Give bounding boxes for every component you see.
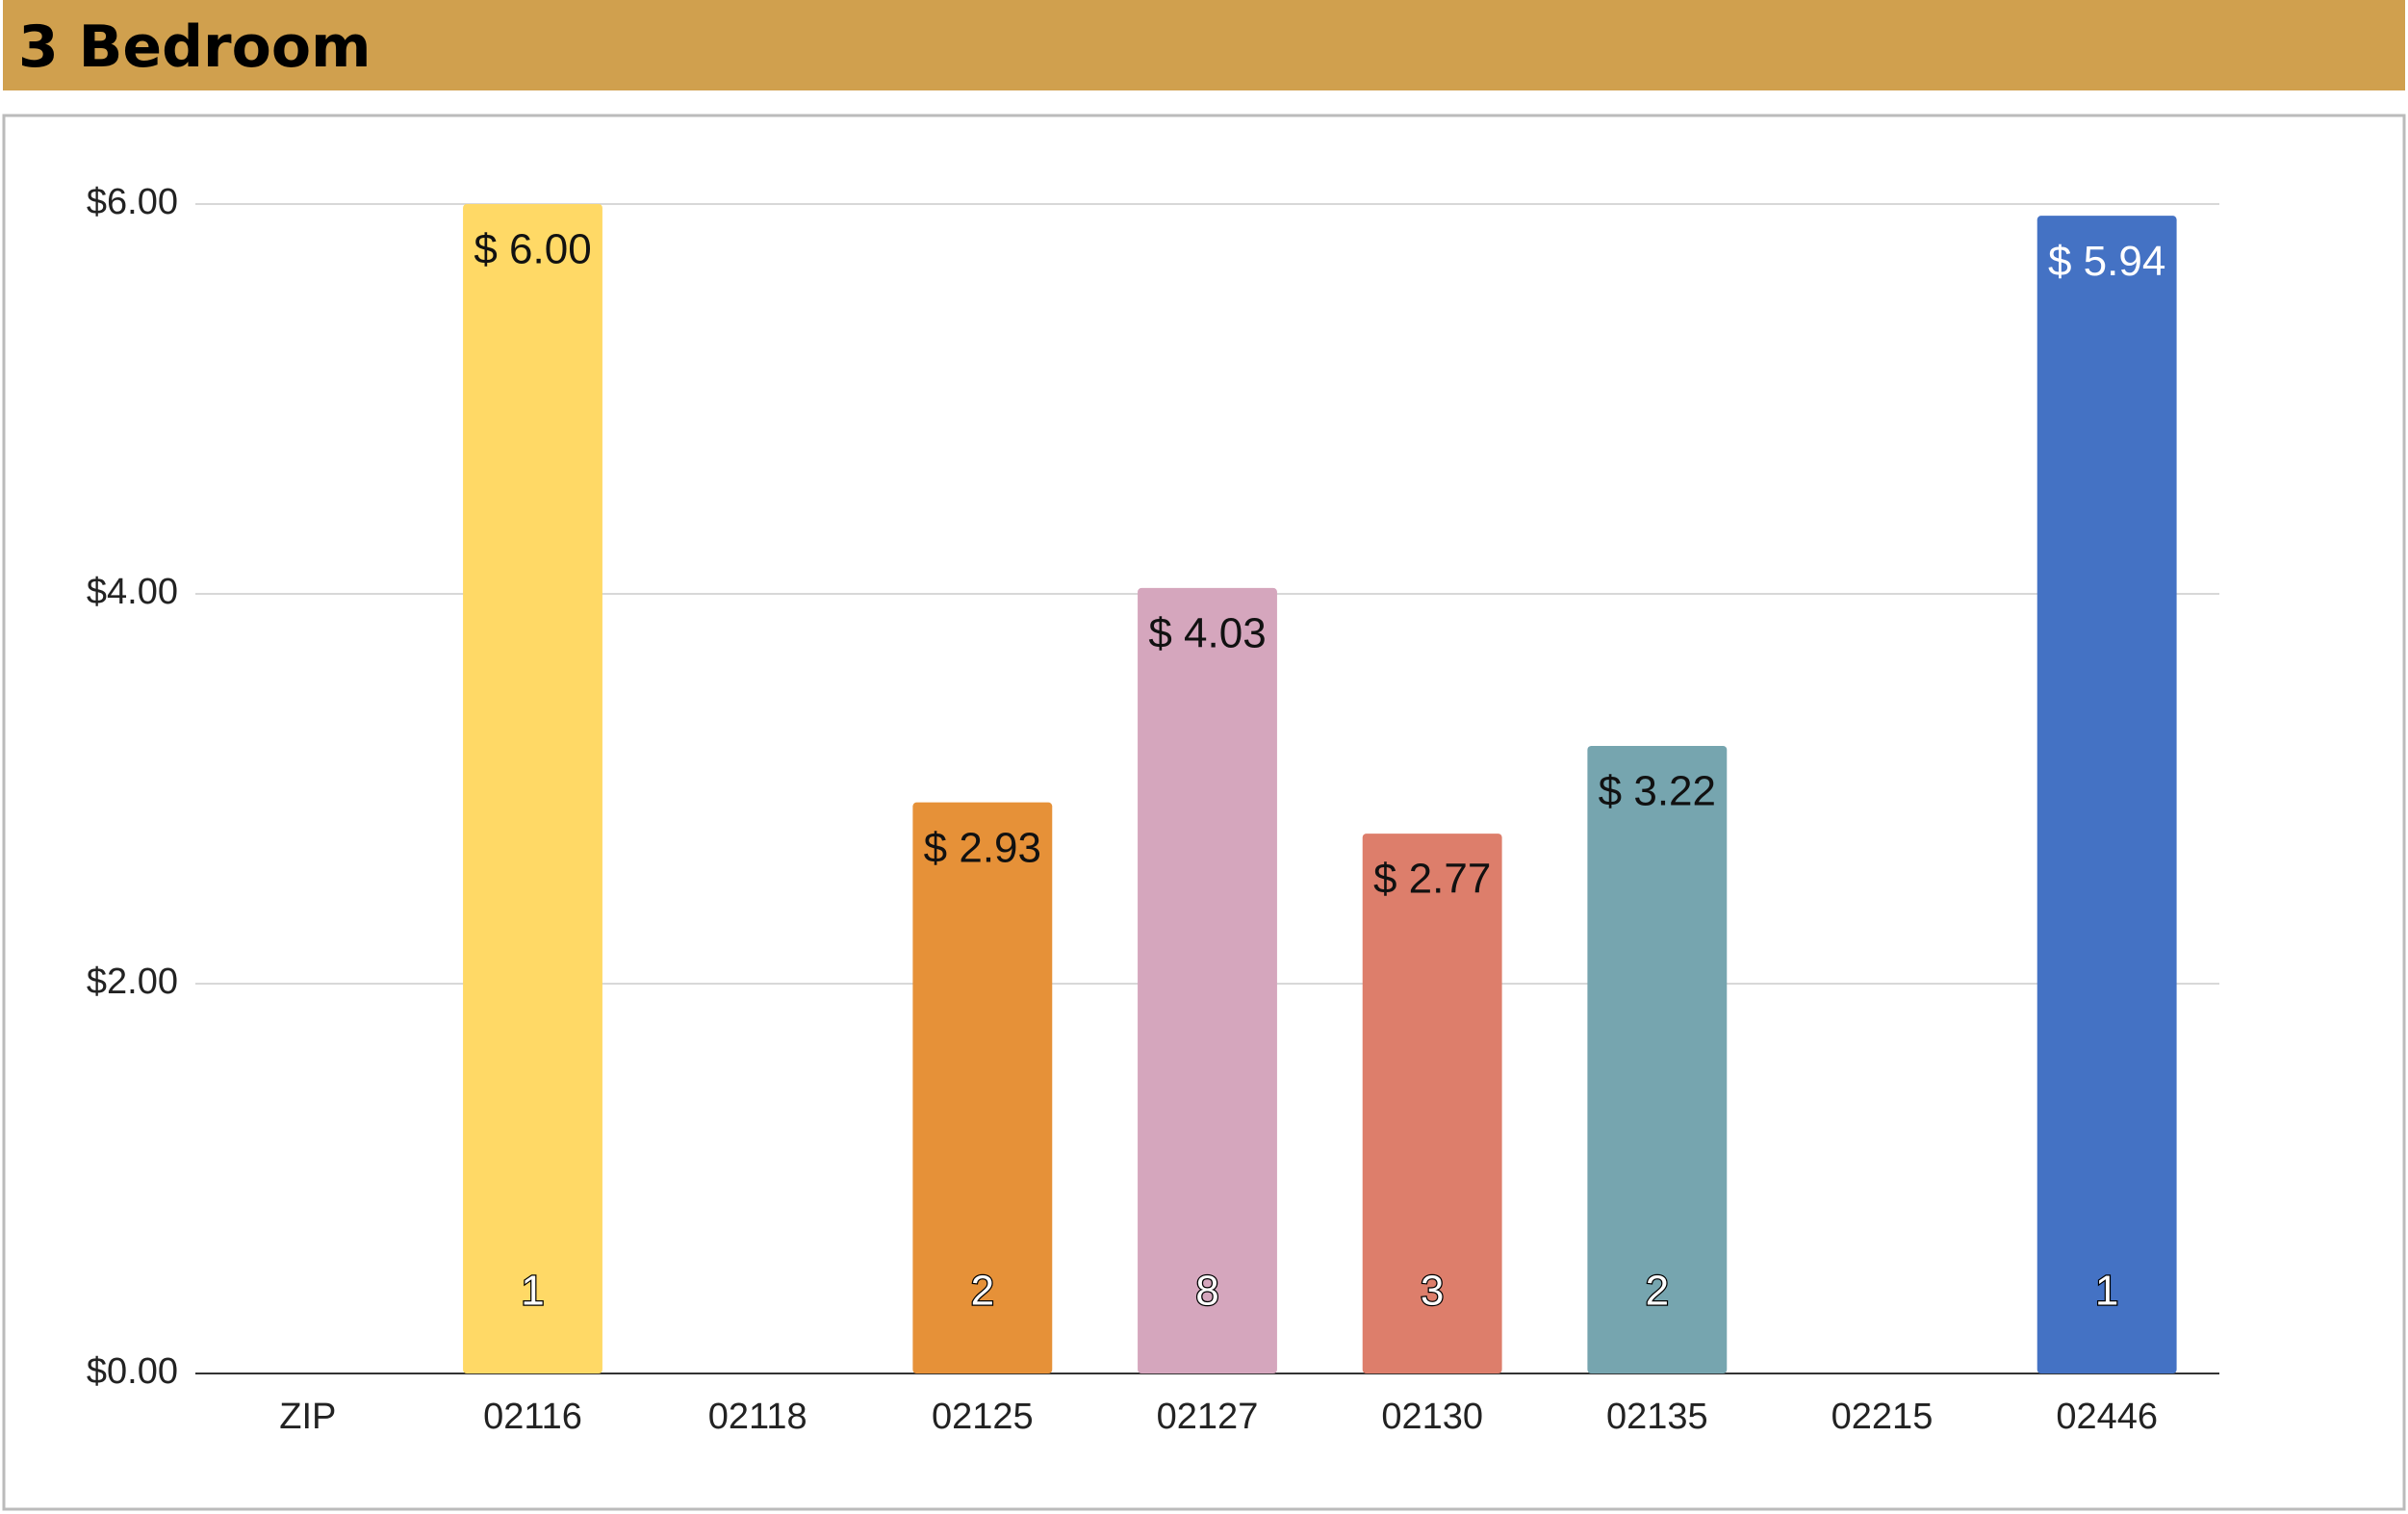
value-label: $ 3.22 bbox=[1599, 768, 1716, 815]
x-tick-label: 02118 bbox=[708, 1397, 807, 1437]
bar bbox=[1138, 587, 1277, 1373]
y-tick-label: $4.00 bbox=[87, 572, 178, 612]
count-label: 1 bbox=[521, 1268, 544, 1315]
title: 3 Bedroom bbox=[18, 13, 371, 81]
x-tick-label: 02215 bbox=[1832, 1397, 1934, 1437]
x-tick-label: 02125 bbox=[932, 1397, 1034, 1437]
count-label: 3 bbox=[1421, 1268, 1444, 1315]
bar bbox=[1587, 745, 1728, 1373]
value-label: $ 4.03 bbox=[1148, 610, 1266, 657]
x-tick-label: 02135 bbox=[1606, 1397, 1708, 1437]
count-label: 2 bbox=[1646, 1268, 1669, 1315]
bar bbox=[463, 204, 602, 1373]
bar bbox=[912, 802, 1053, 1373]
bar bbox=[1362, 834, 1502, 1373]
y-tick-label: $0.00 bbox=[87, 1351, 178, 1392]
x-tick-label: 02127 bbox=[1157, 1397, 1259, 1437]
x-tick-label: 02446 bbox=[2056, 1397, 2158, 1437]
chart-frame bbox=[2, 114, 2406, 1511]
header: 3 Bedroom bbox=[3, 0, 2405, 90]
value-label: $ 6.00 bbox=[474, 226, 591, 273]
x-tick-label: ZIP bbox=[279, 1397, 336, 1437]
y-tick-label: $6.00 bbox=[87, 182, 178, 222]
x-tick-label: 02130 bbox=[1381, 1397, 1483, 1437]
count-label: 2 bbox=[971, 1268, 994, 1315]
bar bbox=[2037, 216, 2177, 1373]
x-tick-label: 02116 bbox=[483, 1397, 582, 1437]
count-label: 1 bbox=[2095, 1268, 2118, 1315]
value-label: $ 5.94 bbox=[2048, 238, 2165, 285]
value-label: $ 2.93 bbox=[924, 824, 1041, 871]
y-tick-label: $2.00 bbox=[87, 962, 178, 1002]
count-label: 8 bbox=[1195, 1268, 1218, 1315]
value-label: $ 2.77 bbox=[1373, 856, 1491, 903]
